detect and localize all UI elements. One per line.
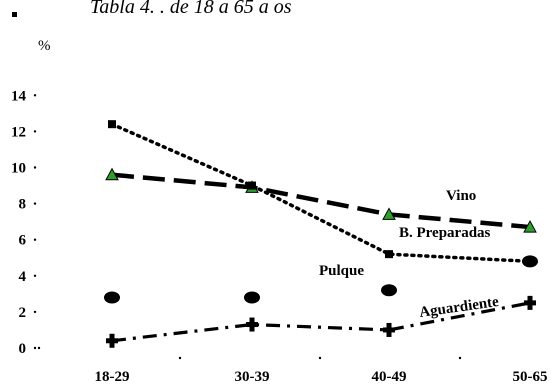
y-tick-mark	[33, 166, 37, 169]
y-tick-label: 2	[19, 305, 27, 321]
y-tick-mark	[33, 130, 37, 133]
data-point-b-preparadas	[108, 120, 116, 129]
data-point-pulque	[104, 291, 120, 304]
series-lines	[110, 122, 532, 343]
x-tick-label: 30-39	[235, 369, 270, 384]
data-point-aguardiente	[106, 333, 118, 348]
data-point-vino	[382, 207, 396, 220]
series-line-vino	[111, 172, 531, 230]
data-point-pulque	[522, 255, 538, 268]
series-line-b-preparadas	[110, 122, 532, 264]
chart-title: Tabla 4. . de 18 a 65 a os	[90, 0, 292, 18]
y-tick-label: 8	[19, 197, 27, 213]
y-tick-label: 4	[19, 269, 27, 285]
y-tick-mark	[33, 94, 37, 97]
y-tick-mark	[37, 346, 41, 350]
series-markers	[104, 120, 538, 348]
y-tick-mark	[33, 274, 37, 277]
data-point-b-preparadas	[248, 181, 256, 190]
title-bullet	[12, 12, 17, 17]
x-tick-mark	[178, 356, 182, 360]
y-tick-label: 10	[11, 161, 26, 177]
y-tick-label: 0	[19, 341, 27, 357]
data-point-aguardiente	[524, 295, 536, 310]
x-tick-mark	[458, 356, 462, 360]
x-tick-label: 18-29	[95, 369, 130, 384]
series-label-vino: Vino	[446, 188, 476, 204]
series-line-aguardiente	[111, 301, 531, 343]
x-tick-label: 50-65	[513, 369, 548, 384]
data-point-vino	[523, 220, 537, 233]
y-tick-mark	[33, 346, 37, 350]
data-point-vino	[105, 167, 119, 181]
y-tick-mark	[33, 202, 37, 205]
y-axis: 0 2 4 6 8 10 12 14	[11, 88, 41, 357]
y-tick-label: 6	[19, 233, 27, 249]
y-axis-unit: %	[38, 38, 51, 54]
series-label-b-preparadas: B. Preparadas	[399, 225, 491, 241]
y-tick-label: 14	[11, 88, 27, 104]
x-axis: 18-29 30-39 40-49 50-65	[95, 356, 548, 384]
y-tick-mark	[33, 238, 37, 241]
x-tick-mark	[318, 356, 322, 360]
x-tick-label: 40-49	[372, 369, 407, 384]
y-tick-mark	[33, 310, 37, 314]
data-point-aguardiente	[383, 322, 395, 337]
data-point-aguardiente	[246, 317, 258, 332]
data-point-b-preparadas	[385, 250, 393, 259]
data-point-pulque	[381, 284, 397, 297]
y-tick-label: 12	[11, 124, 26, 140]
series-label-pulque: Pulque	[319, 263, 364, 279]
data-point-pulque	[244, 291, 260, 304]
